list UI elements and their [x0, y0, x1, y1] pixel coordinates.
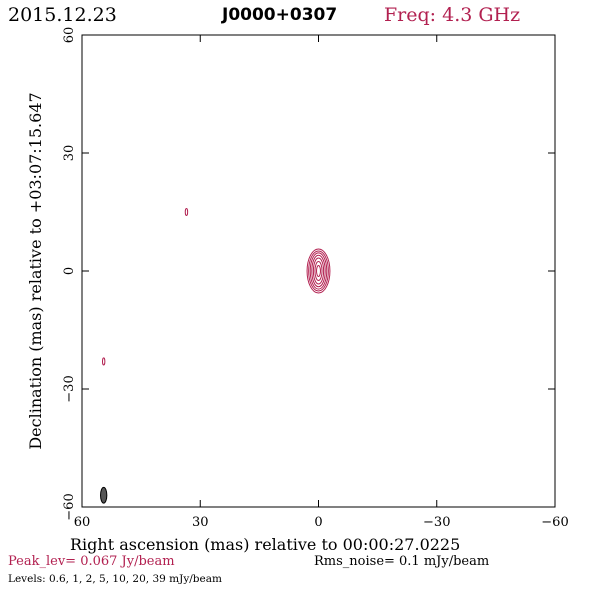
rms-noise: Rms_noise= 0.1 mJy/beam: [314, 554, 490, 569]
y-tick-label: 0: [62, 267, 77, 275]
y-tick-label: −30: [62, 375, 77, 402]
y-tick-label: 30: [62, 145, 77, 162]
contour-level: [312, 257, 325, 285]
contour-level: [311, 254, 326, 288]
contour-level: [314, 261, 323, 281]
x-tick-label: −60: [541, 515, 568, 530]
y-axis-label: Declination (mas) relative to +03:07:15.…: [26, 92, 45, 449]
source-name: J0000+0307: [222, 5, 338, 25]
x-tick-label: 0: [314, 515, 322, 530]
peak-level: Peak_lev= 0.067 Jy/beam: [8, 554, 175, 569]
x-axis-label: Right ascension (mas) relative to 00:00:…: [70, 535, 460, 554]
contour-level: [306, 248, 331, 294]
x-tick-label: 60: [74, 515, 91, 530]
beam-ellipse: [100, 486, 108, 504]
frequency-label: Freq: 4.3 GHz: [384, 4, 521, 26]
contour-level: [309, 252, 328, 290]
contour-lines: [100, 207, 331, 504]
x-tick-label: 30: [192, 515, 209, 530]
contour-level: [316, 264, 321, 278]
observation-date: 2015.12.23: [8, 4, 117, 26]
axis-ticks: [81, 34, 556, 508]
y-tick-label: −60: [62, 493, 77, 520]
minor-contour: [101, 357, 106, 366]
minor-contour: [184, 207, 189, 217]
contour-level: [308, 250, 329, 292]
contour-levels: Levels: 0.6, 1, 2, 5, 10, 20, 39 mJy/bea…: [8, 573, 222, 585]
plot-frame: [81, 34, 556, 508]
x-tick-label: −30: [423, 515, 450, 530]
y-tick-label: 60: [62, 27, 77, 44]
